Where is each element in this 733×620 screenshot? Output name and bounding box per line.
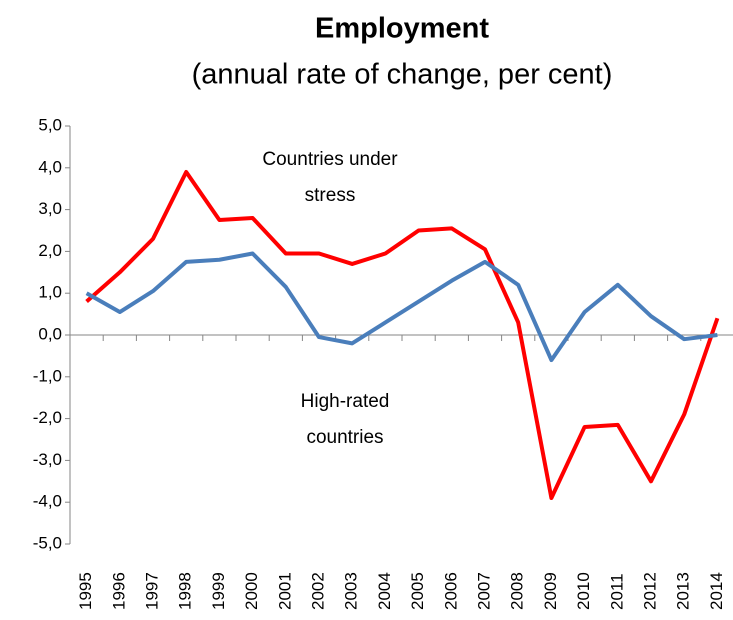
y-tick-label: 3,0	[38, 199, 62, 218]
x-tick-label: 2001	[275, 572, 294, 610]
x-tick-label: 2011	[607, 573, 626, 610]
chart-title: Employment	[315, 13, 489, 45]
x-tick-label: 1996	[109, 572, 128, 610]
y-tick-label: 0,0	[38, 324, 62, 343]
x-tick-label: 1998	[176, 572, 195, 610]
x-tick-label: 2013	[674, 572, 693, 610]
x-tick-label: 2009	[541, 572, 560, 610]
x-tick-label: 1997	[142, 572, 161, 610]
x-tick-label: 2003	[342, 572, 361, 610]
x-tick-label: 2007	[474, 572, 493, 610]
annotation: stress	[305, 185, 356, 206]
x-tick-label: 2002	[308, 572, 327, 610]
y-tick-label: 1,0	[38, 283, 62, 302]
y-tick-label: -2,0	[33, 408, 62, 427]
x-tick-label: 2008	[508, 572, 527, 610]
series-line	[85, 251, 718, 363]
annotation: countries	[306, 427, 383, 448]
x-tick-label: 1999	[209, 572, 228, 610]
y-tick-label: -1,0	[33, 366, 62, 385]
annotation: Countries under	[262, 149, 398, 170]
x-tick-label: 2010	[574, 572, 593, 610]
x-tick-label: 2014	[707, 572, 726, 610]
y-tick-label: -5,0	[33, 533, 62, 552]
y-tick-label: 2,0	[38, 241, 62, 260]
x-tick-label: 2012	[640, 572, 659, 610]
y-tick-label: -4,0	[33, 492, 62, 511]
chart-subtitle: (annual rate of change, per cent)	[192, 59, 613, 91]
x-tick-label: 2006	[441, 572, 460, 610]
x-tick-label: 2004	[375, 572, 394, 610]
y-tick-label: -3,0	[33, 450, 62, 469]
y-tick-label: 5,0	[38, 115, 62, 134]
x-tick-label: 2005	[408, 572, 427, 610]
x-tick-label: 1995	[76, 572, 95, 610]
y-tick-label: 4,0	[38, 157, 62, 176]
x-tick-label: 2000	[242, 572, 261, 610]
series-line	[85, 169, 720, 501]
annotation: High-rated	[301, 391, 390, 412]
